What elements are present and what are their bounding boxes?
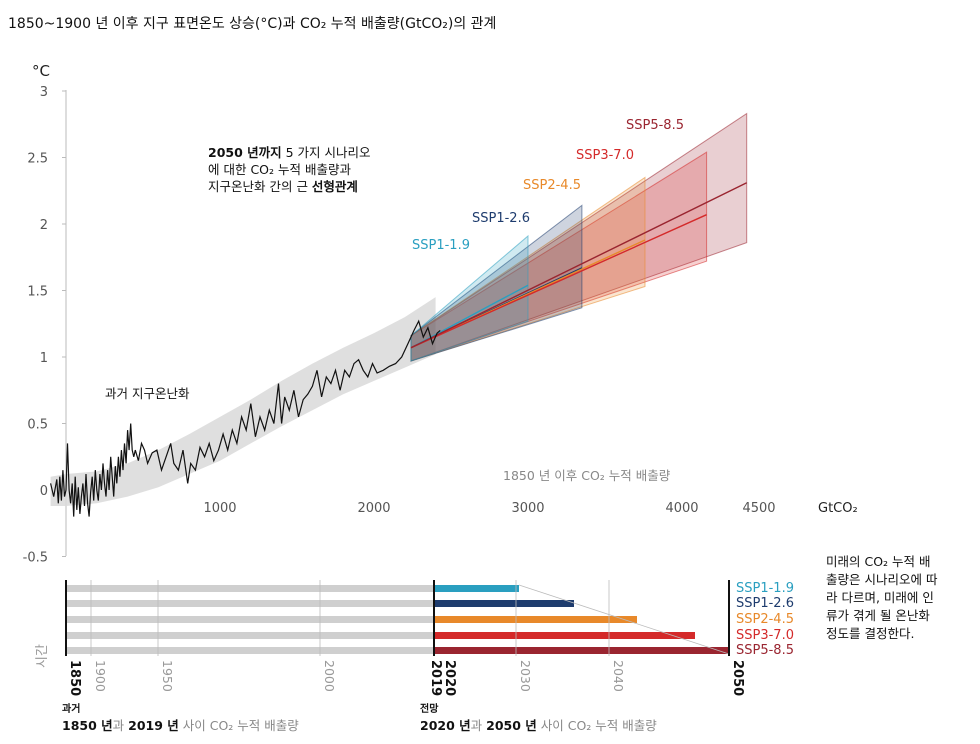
year-label-2040-7: 2040	[611, 660, 626, 692]
future-bar-ssp5-8.5	[434, 647, 729, 654]
annotation-bold-3: 선형관계	[312, 179, 358, 194]
y-tick-label-1: 0	[40, 484, 48, 499]
year-label-2000-3: 2000	[322, 660, 337, 692]
past-bold-1: 1850 년	[62, 718, 113, 733]
year-label-2019-4: 2019	[428, 660, 443, 696]
year-label-1900-1: 1900	[93, 660, 108, 692]
x-axis-caption: 1850 년 이후 CO₂ 누적 배출량	[503, 468, 671, 483]
past-bold-2: 2019 년	[128, 718, 179, 733]
y-tick-label-0: -0.5	[23, 551, 48, 566]
future-bold-2: 2050 년	[486, 718, 537, 733]
annotation-bold-1: 2050 년까지	[208, 145, 282, 160]
historical-label: 과거 지구온난화	[105, 386, 190, 401]
annotation-line-2: 에 대한 CO₂ 누적 배출량과	[208, 162, 351, 177]
label-ssp5-8.5: SSP5-8.5	[626, 118, 684, 133]
future-bar-ssp1-1.9	[434, 585, 519, 592]
timeline-label-ssp1-2.6: SSP1-2.6	[736, 596, 794, 611]
historical-uncertainty-band	[50, 297, 436, 506]
future-bar-ssp3-7.0	[434, 632, 695, 639]
note-line-5: 정도를 결정한다.	[826, 626, 914, 641]
label-ssp3-7.0: SSP3-7.0	[576, 148, 634, 163]
note-line-3: 라 다르며, 미래에 인	[826, 590, 934, 605]
past-bar-4	[66, 647, 434, 654]
past-bar-2	[66, 616, 434, 623]
timeline-label-ssp1-1.9: SSP1-1.9	[736, 581, 794, 596]
x-tick-label-3: 4000	[665, 501, 698, 516]
year-label-2020-5: 2020	[442, 660, 457, 696]
future-bar-ssp1-2.6	[434, 600, 574, 607]
past-bar-1	[66, 600, 434, 607]
note-line-1: 미래의 CO₂ 누적 배	[826, 554, 931, 569]
y-tick-label-5: 2	[40, 218, 48, 233]
x-tick-label-2: 3000	[511, 501, 544, 516]
past-label: 1850 년과 2019 년 사이 CO₂ 누적 배출량	[62, 718, 299, 733]
x-tick-label-0: 1000	[203, 501, 236, 516]
label-ssp1-1.9: SSP1-1.9	[412, 238, 470, 253]
past-rest: 사이 CO₂ 누적 배출량	[179, 718, 299, 733]
past-mid: 과	[113, 718, 128, 733]
y-tick-label-3: 1	[40, 351, 48, 366]
annotation-line-1: 2050 년까지 5 가지 시나리오	[208, 145, 371, 160]
timeline-connector	[518, 584, 730, 655]
figure-title: 1850~1900 년 이후 지구 표면온도 상승(°C)과 CO₂ 누적 배출…	[8, 16, 496, 32]
year-label-1850-0: 1850	[67, 660, 82, 696]
timeline-label-ssp2-4.5: SSP2-4.5	[736, 612, 794, 627]
y-tick-labels: -0.5 0 0.5 1 1.5 2 2.5 3	[23, 85, 66, 566]
line-ssp3-7.0	[410, 214, 707, 349]
label-ssp1-2.6: SSP1-2.6	[472, 211, 530, 226]
future-rest: 사이 CO₂ 누적 배출량	[537, 718, 657, 733]
band-ssp1-1.9	[410, 234, 529, 362]
time-label: 시간	[35, 644, 50, 668]
line-ssp5-8.5	[410, 182, 748, 349]
historical-warming-line	[50, 319, 441, 517]
x-axis-unit: GtCO₂	[818, 501, 858, 516]
annotation-plain-3: 지구온난화 간의 근	[208, 179, 312, 194]
note-line-4: 류가 겪게 될 온난화	[826, 608, 930, 623]
past-bar-0	[66, 585, 434, 592]
y-tick-label-4: 1.5	[27, 285, 48, 300]
note-line-2: 출량은 시나리오에 따	[826, 572, 938, 587]
future-mid: 과	[471, 718, 486, 733]
timeline-label-ssp3-7.0: SSP3-7.0	[736, 628, 794, 643]
future-label: 2020 년과 2050 년 사이 CO₂ 누적 배출량	[420, 718, 657, 733]
y-tick-label-7: 3	[40, 85, 48, 100]
past-bar-3	[66, 632, 434, 639]
x-tick-labels: 1000 2000 3000 4000 4500	[203, 501, 775, 516]
y-axis-unit: °C	[32, 62, 50, 80]
x-tick-label-4: 4500	[742, 501, 775, 516]
timeline-year-labels: 1850 1900 1950 2000 2019 2020 2030 2040 2050	[67, 660, 745, 696]
future-bold-1: 2020 년	[420, 718, 471, 733]
future-bar-ssp2-4.5	[434, 616, 637, 623]
past-label-small: 과거	[62, 702, 80, 715]
annotation-line-3: 지구온난화 간의 근 선형관계	[208, 179, 358, 194]
annotation-rest-1: 5 가지 시나리오	[282, 145, 371, 160]
year-label-2030-6: 2030	[518, 660, 533, 692]
y-tick-label-6: 2.5	[27, 152, 48, 167]
timeline-label-ssp5-8.5: SSP5-8.5	[736, 643, 794, 658]
year-label-2050-8: 2050	[730, 660, 745, 696]
future-label-small: 전망	[420, 702, 439, 715]
year-label-1950-2: 1950	[160, 660, 175, 692]
label-ssp2-4.5: SSP2-4.5	[523, 178, 581, 193]
scenario-lines	[410, 182, 748, 349]
y-tick-label-2: 0.5	[27, 418, 48, 433]
side-note: 미래의 CO₂ 누적 배 출량은 시나리오에 따 라 다르며, 미래에 인 류가…	[826, 554, 938, 641]
x-tick-label-1: 2000	[357, 501, 390, 516]
